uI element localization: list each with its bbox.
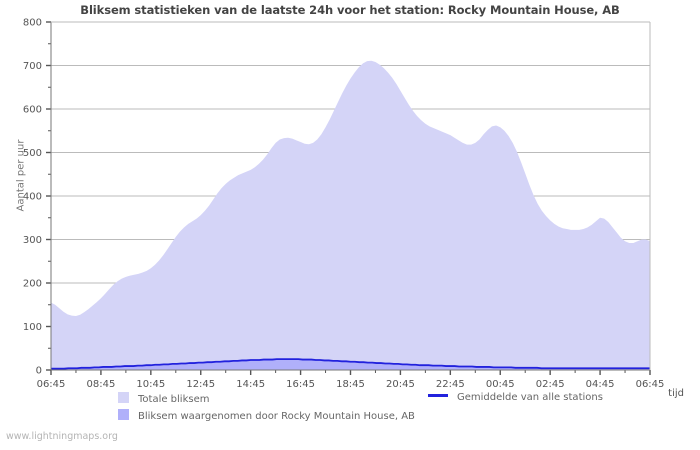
footer-attribution: www.lightningmaps.org (6, 431, 118, 442)
svg-text:500: 500 (23, 148, 42, 159)
svg-text:16:45: 16:45 (286, 379, 315, 390)
legend-item-total: Totale bliksem (118, 392, 209, 405)
svg-text:08:45: 08:45 (87, 379, 116, 390)
legend-label-total: Totale bliksem (138, 394, 210, 405)
series-line-average (51, 358, 650, 370)
series-layer (51, 60, 650, 371)
plot-area: 0 100 200 300 400 500 600 700 800 06:45 08:45 10:4… (23, 18, 665, 391)
svg-text:600: 600 (23, 105, 42, 116)
series-area-total-bliksem (51, 60, 650, 371)
y-axis-ticks: 0 100 200 300 400 500 600 700 800 (23, 18, 51, 377)
svg-text:18:45: 18:45 (336, 379, 365, 390)
svg-text:10:45: 10:45 (136, 379, 165, 390)
legend-swatch-total (118, 392, 129, 403)
svg-text:0: 0 (36, 366, 42, 377)
series-area-station-observed (51, 359, 650, 370)
svg-text:200: 200 (23, 279, 42, 290)
svg-text:06:45: 06:45 (37, 379, 66, 390)
x-axis-label: tijd (668, 388, 684, 399)
legend-item-station: Bliksem waargenomen door Rocky Mountain … (118, 409, 415, 422)
svg-text:12:45: 12:45 (186, 379, 215, 390)
svg-text:300: 300 (23, 235, 42, 246)
svg-text:700: 700 (23, 61, 42, 72)
svg-text:14:45: 14:45 (236, 379, 265, 390)
legend-label-station: Bliksem waargenomen door Rocky Mountain … (138, 411, 415, 422)
svg-text:800: 800 (23, 18, 42, 29)
legend-line-average (428, 394, 448, 397)
svg-text:00:45: 00:45 (486, 379, 515, 390)
axis-frame (50, 21, 651, 371)
legend-swatch-station (118, 409, 129, 420)
legend-item-average: Gemiddelde van alle stations (428, 392, 603, 403)
svg-text:400: 400 (23, 192, 42, 203)
svg-text:04:45: 04:45 (586, 379, 615, 390)
chart-legend: Totale bliksem Bliksem waargenomen door … (0, 392, 700, 426)
svg-text:22:45: 22:45 (436, 379, 465, 390)
legend-label-average: Gemiddelde van alle stations (457, 392, 603, 403)
svg-text:06:45: 06:45 (636, 379, 665, 390)
svg-text:02:45: 02:45 (536, 379, 565, 390)
page-title: Bliksem statistieken van de laatste 24h … (80, 3, 620, 17)
x-axis-ticks: 06:45 08:45 10:45 12:45 14:45 16:45 18:45 20:45… (37, 370, 665, 390)
svg-text:100: 100 (23, 322, 42, 333)
svg-text:20:45: 20:45 (386, 379, 415, 390)
